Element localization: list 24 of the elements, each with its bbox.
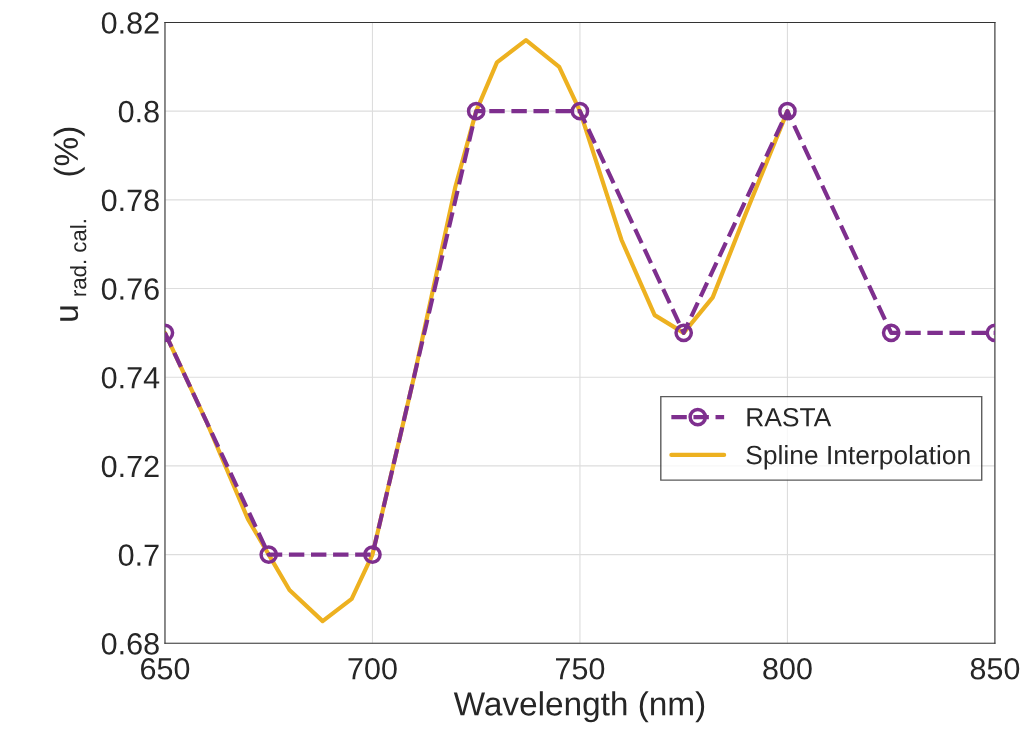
point: [881, 323, 901, 343]
y-tick-label: 0.7: [118, 544, 159, 566]
y-tick-label: 0.76: [101, 278, 159, 300]
x-tick-label: 650: [141, 657, 190, 680]
y-tick-label: 0.82: [101, 12, 159, 34]
y-tick-label: 0.78: [101, 189, 159, 212]
x-tick-label: 850: [970, 657, 1020, 680]
point: [363, 545, 382, 564]
legend-label: RASTA: [747, 407, 832, 427]
point: [674, 323, 694, 343]
x-axis-title: Wavelength (nm): [453, 691, 705, 723]
text: urad. cal. (%): [53, 127, 87, 321]
y-tick-label: 0.74: [101, 366, 160, 389]
x-tick-label: 750: [556, 657, 605, 680]
x-tick-label: 800: [763, 657, 812, 680]
point: [466, 101, 486, 121]
y-tick-label: 0.72: [101, 455, 159, 478]
point: [778, 101, 797, 121]
point: [259, 545, 279, 564]
y-tick-label: 0.8: [118, 100, 159, 123]
legend-label: Spline Interpolation: [746, 445, 970, 470]
y-tick-label: 0.68: [101, 633, 159, 655]
point: [570, 101, 590, 121]
x-tick-label: 700: [348, 657, 397, 680]
